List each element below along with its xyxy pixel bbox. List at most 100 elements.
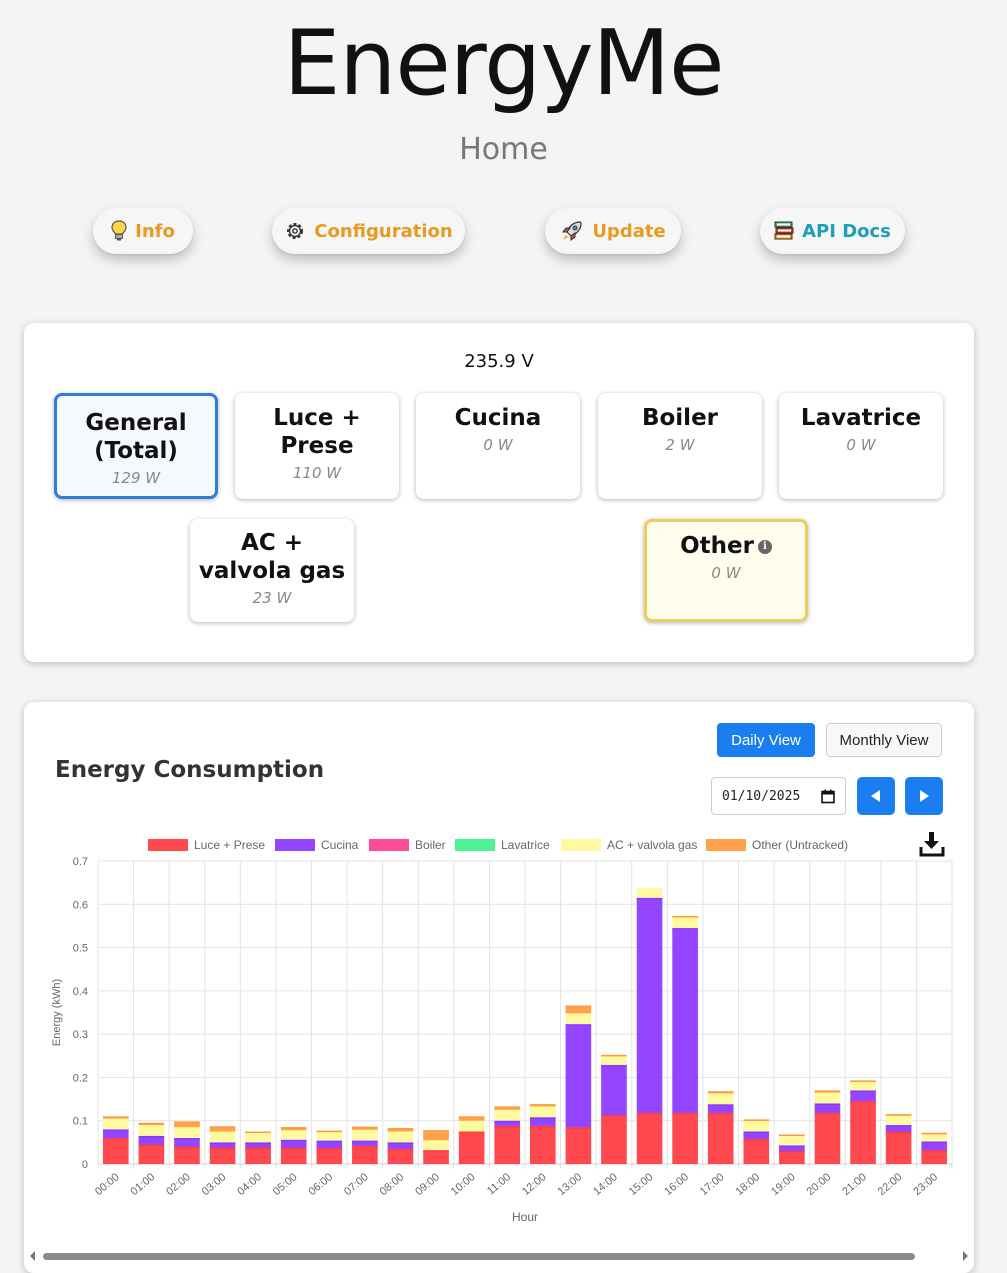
x-tick-label: 02:00 bbox=[164, 1171, 193, 1198]
bar-segment-edge bbox=[494, 1109, 521, 1112]
bar-segment-edge bbox=[921, 1134, 948, 1136]
bar-segment-edge bbox=[636, 897, 663, 900]
bar-segment-edge bbox=[245, 1147, 271, 1150]
configuration-button[interactable]: Configuration bbox=[272, 208, 465, 254]
bar-segment-edge bbox=[174, 1146, 200, 1149]
legend-swatch bbox=[275, 839, 315, 851]
bar-segment-edge bbox=[102, 1118, 129, 1121]
channel-lavatrice[interactable]: Lavatrice 0 W bbox=[779, 393, 943, 499]
bar-segment bbox=[494, 1120, 521, 1126]
x-tick-label: 07:00 bbox=[342, 1171, 371, 1198]
channel-luce-prese[interactable]: Luce + Prese 110 W bbox=[235, 393, 399, 499]
legend-swatch bbox=[455, 839, 495, 851]
x-tick-label: 23:00 bbox=[911, 1171, 940, 1198]
bar-segment-edge bbox=[458, 1131, 485, 1134]
scroll-thumb[interactable] bbox=[43, 1253, 915, 1260]
info-button[interactable]: Info bbox=[93, 208, 193, 254]
bar-segment-edge bbox=[423, 1150, 449, 1152]
bar-segment bbox=[102, 1129, 129, 1139]
bar-segment bbox=[280, 1139, 307, 1148]
bar-segment bbox=[529, 1117, 556, 1126]
bar-segment-edge bbox=[814, 1092, 841, 1095]
api-docs-button[interactable]: API Docs bbox=[760, 208, 905, 254]
bar-segment bbox=[672, 928, 698, 1113]
bar-segment-edge bbox=[387, 1148, 414, 1151]
daily-view-button[interactable]: Daily View bbox=[717, 723, 815, 757]
y-tick-label: 0.5 bbox=[73, 943, 88, 955]
bar-segment-edge bbox=[601, 1056, 627, 1058]
bar-segment bbox=[494, 1125, 521, 1164]
y-tick-label: 0.2 bbox=[73, 1072, 88, 1084]
bar-segment bbox=[174, 1146, 200, 1164]
books-icon bbox=[774, 221, 794, 241]
update-button[interactable]: Update bbox=[545, 208, 681, 254]
monthly-view-button[interactable]: Monthly View bbox=[826, 723, 942, 757]
bar-segment bbox=[814, 1112, 841, 1164]
bar-segment-edge bbox=[280, 1130, 307, 1132]
channel-name: Other i bbox=[680, 532, 772, 560]
channel-ac-valvola-gas[interactable]: AC + valvola gas 23 W bbox=[190, 519, 354, 622]
bar-segment bbox=[494, 1109, 521, 1121]
bar-segment bbox=[921, 1141, 948, 1151]
bar-segment bbox=[850, 1090, 876, 1102]
date-input[interactable]: 01/10/2025 bbox=[711, 777, 846, 815]
scroll-right-arrow[interactable] bbox=[963, 1251, 968, 1261]
y-tick-label: 0.4 bbox=[73, 986, 88, 998]
bar-segment bbox=[352, 1145, 378, 1164]
bar-segment-edge bbox=[814, 1112, 841, 1115]
bar-segment-edge bbox=[316, 1147, 343, 1150]
bar-segment-edge bbox=[707, 1104, 734, 1106]
bar-segment-edge bbox=[672, 1112, 698, 1115]
x-tick-label: 03:00 bbox=[200, 1171, 229, 1198]
bar-segment bbox=[102, 1138, 129, 1164]
bar-segment bbox=[707, 1093, 734, 1105]
channel-name-text: Other bbox=[680, 533, 754, 559]
bar-segment bbox=[885, 1115, 912, 1126]
x-tick-label: 06:00 bbox=[306, 1171, 335, 1198]
bar-segment-edge bbox=[316, 1130, 343, 1133]
bar-segment-edge bbox=[921, 1141, 948, 1143]
bar-segment bbox=[743, 1120, 770, 1132]
bar-segment-edge bbox=[779, 1145, 805, 1147]
y-axis-title: Energy (kWh) bbox=[51, 979, 63, 1046]
bar-segment-edge bbox=[814, 1090, 841, 1092]
bar-segment-edge bbox=[743, 1120, 770, 1123]
bar-segment bbox=[779, 1135, 805, 1146]
bar-segment bbox=[102, 1118, 129, 1130]
date-value: 01/10/2025 bbox=[722, 788, 801, 804]
x-tick-label: 19:00 bbox=[769, 1171, 798, 1198]
app-title: EnergyMe bbox=[283, 11, 724, 116]
bar-segment-edge bbox=[280, 1139, 307, 1142]
y-tick-label: 0.1 bbox=[73, 1116, 88, 1128]
bar-segment bbox=[565, 1127, 592, 1164]
x-tick-label: 17:00 bbox=[698, 1171, 727, 1198]
horizontal-scrollbar[interactable] bbox=[28, 1249, 970, 1263]
scroll-left-arrow[interactable] bbox=[30, 1251, 35, 1261]
previous-day-button[interactable] bbox=[857, 777, 895, 815]
energy-chart: 0 0.1 0.2 0.3 0.4 0.5 0.6 0.7 00:00 01:00 02:00 03:… bbox=[51, 838, 953, 1224]
channel-boiler[interactable]: Boiler 2 W bbox=[598, 393, 762, 499]
bar-segment-edge bbox=[885, 1114, 912, 1116]
channel-other[interactable]: Other i 0 W bbox=[644, 519, 808, 622]
bar-segment-edge bbox=[316, 1140, 343, 1143]
channel-power: 110 W bbox=[292, 464, 342, 482]
bar-segment-edge bbox=[138, 1122, 165, 1125]
bar-segment bbox=[423, 1150, 449, 1164]
bar-segment bbox=[494, 1106, 521, 1110]
next-day-button[interactable] bbox=[905, 777, 943, 815]
bar-segment-edge bbox=[779, 1134, 805, 1137]
channel-cucina[interactable]: Cucina 0 W bbox=[416, 393, 580, 499]
channel-power: 0 W bbox=[483, 436, 513, 454]
bar-segment bbox=[387, 1142, 414, 1149]
bar-segment-edge bbox=[387, 1131, 414, 1134]
x-tick-label: 21:00 bbox=[840, 1171, 869, 1198]
bar-segment-edge bbox=[352, 1126, 378, 1129]
info-icon[interactable]: i bbox=[757, 539, 772, 554]
x-tick-label: 20:00 bbox=[805, 1171, 834, 1198]
download-icon[interactable] bbox=[919, 830, 945, 862]
channel-general-total[interactable]: General (Total) 129 W bbox=[54, 393, 218, 499]
bar-segment-edge bbox=[921, 1132, 948, 1135]
x-tick-label: 16:00 bbox=[662, 1171, 691, 1198]
calendar-icon[interactable] bbox=[821, 789, 835, 808]
bar-segment-edge bbox=[387, 1142, 414, 1144]
